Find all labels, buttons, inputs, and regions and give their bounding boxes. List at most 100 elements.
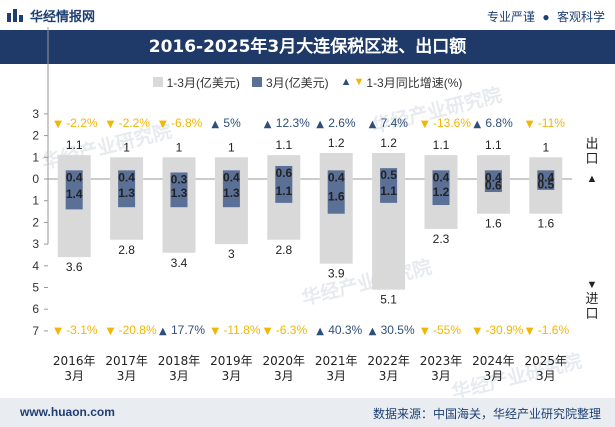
x-tick-label: 2020年 — [263, 354, 306, 368]
bar-export-monthly — [537, 170, 555, 179]
label-import-cumulative: 1.6 — [537, 217, 554, 231]
triangle-down-icon: ▼ — [526, 326, 534, 337]
footer-site: www.huaon.com — [20, 405, 115, 419]
x-tick-label: 3月 — [484, 369, 504, 383]
bar-import-monthly — [65, 179, 83, 210]
label-export-cumulative: 1 — [228, 140, 235, 154]
label-import-monthly: 0.5 — [537, 177, 554, 191]
yoy-import-label: 40.3% — [328, 323, 362, 337]
yoy-import-label: -11.8% — [223, 323, 260, 337]
y-tick-label: 6 — [32, 302, 39, 316]
label-import-cumulative: 3 — [228, 247, 235, 261]
y-tick-label: 2 — [32, 129, 39, 143]
triangle-up-icon: ▲ — [587, 173, 598, 185]
x-tick-label: 2021年 — [315, 354, 358, 368]
bar-import-monthly — [327, 179, 345, 214]
yoy-export-label: 7.4% — [381, 116, 409, 130]
top-bar: 华经情报网 专业严谨 ● 客观科学 — [0, 0, 615, 30]
brand-name: 华经情报网 — [30, 8, 96, 24]
yoy-import-label: -6.3% — [276, 323, 308, 337]
label-import-monthly: 1.6 — [328, 189, 345, 203]
legend-swatch-monthly — [251, 77, 262, 87]
legend-label-monthly: 3月(亿美元) — [265, 75, 329, 90]
triangle-down-icon: ▼ — [473, 326, 481, 337]
yoy-export-label: 12.3% — [276, 116, 310, 130]
x-tick-label: 2017年 — [105, 354, 148, 368]
label-export-cumulative: 1 — [542, 140, 549, 154]
bar-import-monthly — [432, 179, 450, 206]
bar-export-monthly — [275, 165, 293, 179]
yoy-import-label: -1.6% — [538, 323, 570, 337]
triangle-up-icon: ▲ — [264, 119, 272, 130]
label-import-cumulative: 5.1 — [380, 293, 397, 307]
brand: 华经情报网 — [6, 6, 95, 24]
x-tick-label: 3月 — [274, 369, 294, 383]
label-import-monthly: 1.3 — [171, 186, 188, 200]
yoy-import-label: -3.1% — [66, 323, 98, 337]
y-tick-label: 4 — [32, 259, 39, 273]
label-import-monthly: 1.1 — [275, 184, 292, 198]
legend-label-yoy: 1-3月同比增速(%) — [366, 75, 463, 90]
legend-yoy: ▲ ▼ 1-3月同比增速(%) — [341, 74, 463, 91]
triangle-up-icon: ▲ — [340, 76, 352, 88]
x-tick-label: 2019年 — [210, 354, 253, 368]
label-export-cumulative: 1.1 — [66, 138, 83, 152]
yoy-import-label: -20.8% — [119, 323, 157, 337]
yoy-import-label: 30.5% — [381, 323, 415, 337]
yoy-export-label: -6.8% — [171, 116, 203, 130]
footer: www.huaon.com 数据来源：中国海关，华经产业研究院整理 — [0, 398, 615, 427]
label-import-cumulative: 3.6 — [66, 260, 83, 274]
bar-export-monthly — [380, 168, 398, 179]
triangle-down-icon: ▼ — [353, 76, 365, 88]
x-tick-label: 3月 — [536, 369, 556, 383]
triangle-down-icon: ▼ — [211, 326, 219, 337]
legend-monthly: 3月(亿美元) — [251, 74, 329, 91]
yoy-export-label: 2.6% — [328, 116, 356, 130]
y-tick-label: 1 — [32, 150, 39, 164]
label-import-monthly: 1.4 — [66, 187, 83, 201]
bar-import-monthly — [537, 179, 555, 190]
triangle-down-icon: ▼ — [526, 119, 534, 130]
x-tick-label: 2024年 — [472, 354, 515, 368]
y-tick-label: 3 — [32, 107, 39, 121]
triangle-down-icon: ▼ — [107, 119, 115, 130]
yoy-import-label: 17.7% — [171, 323, 205, 337]
bar-export-monthly — [170, 172, 188, 179]
label-export-monthly: 0.4 — [433, 170, 450, 184]
yoy-export-label: 5% — [223, 116, 241, 130]
bar-import-monthly — [275, 179, 293, 203]
bar-export-monthly — [65, 170, 83, 179]
side-label-export: 出 — [585, 137, 598, 152]
x-tick-label: 3月 — [379, 369, 399, 383]
y-tick-label: 1 — [32, 194, 39, 208]
bar-export-monthly — [484, 170, 502, 179]
bar-import-monthly — [118, 179, 136, 208]
bar-export-monthly — [327, 170, 345, 179]
x-tick-label: 2016年 — [53, 354, 96, 368]
triangle-up-icon: ▲ — [316, 326, 324, 337]
y-tick-label: 5 — [32, 281, 39, 295]
label-import-cumulative: 2.3 — [433, 232, 450, 246]
x-tick-label: 3月 — [117, 369, 137, 383]
triangle-down-icon: ▼ — [54, 119, 62, 130]
label-import-monthly: 1.3 — [118, 186, 135, 200]
tagline-left: 专业严谨 — [487, 10, 536, 24]
label-export-cumulative: 1.2 — [328, 136, 345, 150]
legend-label-cumulative: 1-3月(亿美元) — [166, 75, 240, 90]
triangle-down-icon: ▼ — [264, 326, 272, 337]
label-export-monthly: 0.4 — [118, 170, 135, 184]
label-import-cumulative: 3.4 — [171, 256, 188, 270]
yoy-export-label: -11% — [538, 116, 565, 130]
side-label-import: 进 — [585, 292, 598, 307]
label-export-monthly: 0.4 — [537, 170, 554, 184]
label-export-cumulative: 1 — [123, 140, 130, 154]
label-import-monthly: 0.6 — [485, 179, 502, 193]
tagline: 专业严谨 ● 客观科学 — [487, 8, 605, 25]
label-export-cumulative: 1.1 — [485, 138, 502, 152]
tagline-right: 客观科学 — [556, 10, 605, 24]
bar-export-monthly — [222, 170, 240, 179]
triangle-up-icon: ▲ — [369, 326, 377, 337]
x-tick-label: 2023年 — [420, 354, 463, 368]
triangle-up-icon: ▲ — [473, 119, 481, 130]
